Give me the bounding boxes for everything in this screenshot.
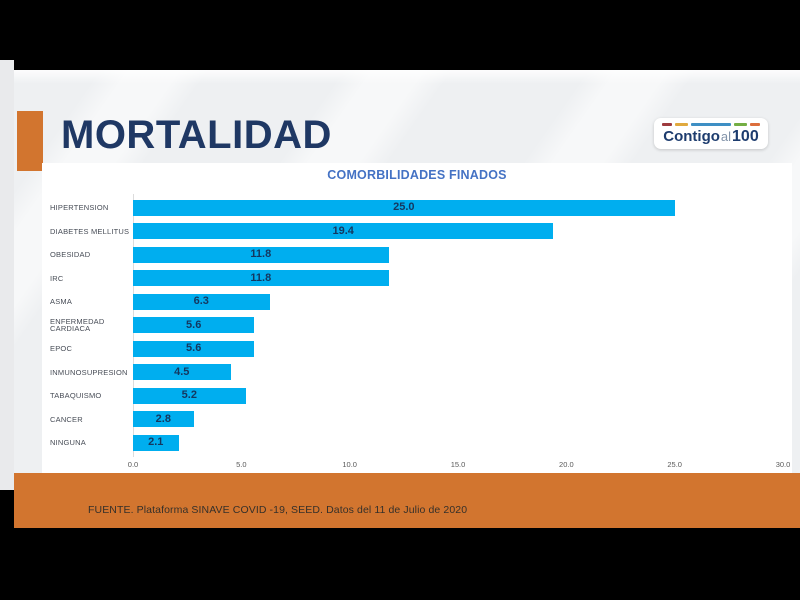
logo-dashes: [659, 123, 763, 126]
chart-rows: HIPERTENSION 25.0 DIABETES MELLITUS 19.4 OBE…: [42, 194, 792, 456]
bar-track: 2.8: [133, 411, 783, 428]
footer-band: FUENTE. Plataforma SINAVE COVID -19, SEE…: [14, 473, 800, 528]
category-label: IRC: [50, 273, 64, 283]
category-label: ENFERMEDAD CARDIACA: [50, 316, 105, 334]
bar: 5.2: [133, 387, 246, 404]
logo-dash: [734, 123, 747, 126]
value-label: 2.1: [148, 436, 164, 449]
contigo-al-100-logo: Contigoal100: [654, 118, 768, 149]
chart-panel: COMORBILIDADES FINADOS HIPERTENSION 25.0 D…: [42, 163, 792, 473]
bar-track: 4.5: [133, 364, 783, 381]
category-label: NINGUNA: [50, 438, 86, 447]
bar: 5.6: [133, 317, 255, 334]
chart-row: INMUNOSUPRESION 4.5: [42, 361, 792, 385]
x-tick-label: 0.0: [127, 459, 139, 469]
chart-row: DIABETES MELLITUS 19.4: [42, 220, 792, 244]
x-tick-label: 15.0: [450, 459, 466, 469]
logo-word-contigo: Contigo: [663, 128, 720, 145]
chart-row: NINGUNA 2.1: [42, 431, 792, 455]
value-label: 5.6: [186, 318, 202, 331]
bar: 2.1: [133, 434, 179, 451]
bar-track: 6.3: [133, 293, 783, 310]
bar-track: 2.1: [133, 434, 783, 451]
bar: 2.8: [133, 411, 194, 428]
chart-row: IRC 11.8: [42, 267, 792, 291]
value-label: 6.3: [193, 295, 209, 308]
chart-row: EPOC 5.6: [42, 337, 792, 361]
logo-dash: [750, 123, 760, 126]
bar: 19.4: [133, 223, 554, 240]
logo-word-al: al: [720, 129, 732, 144]
category-label: EPOC: [50, 344, 73, 353]
value-label: 5.6: [186, 342, 202, 355]
category-label: DIABETES MELLITUS: [50, 226, 130, 236]
bar-track: 5.2: [133, 387, 783, 404]
title-accent-bar: [17, 111, 43, 171]
bar-track: 11.8: [133, 270, 783, 287]
x-tick-label: 30.0: [775, 459, 791, 469]
logo-word-100: 100: [732, 128, 759, 145]
x-axis: 0.0 5.0 10.0 15.0 20.0 25.0 30.0: [128, 458, 791, 472]
bar-track: 19.4: [133, 223, 783, 240]
bar: 4.5: [133, 364, 231, 381]
value-label: 11.8: [250, 271, 272, 284]
source-text: FUENTE. Plataforma SINAVE COVID -19, SEE…: [88, 504, 468, 516]
logo-dash: [662, 123, 672, 126]
slide-title: MORTALIDAD: [61, 113, 332, 157]
category-label: ASMA: [50, 297, 73, 306]
x-tick-label: 20.0: [559, 459, 574, 469]
category-label: TABAQUISMO: [50, 391, 102, 400]
bar-track: 11.8: [133, 246, 783, 263]
value-label: 4.5: [174, 365, 190, 378]
chart-row: HIPERTENSION 25.0: [42, 196, 792, 220]
logo-dash: [691, 123, 731, 126]
category-label: HIPERTENSION: [50, 203, 109, 212]
value-label: 2.8: [155, 412, 171, 425]
logo-dash: [675, 123, 688, 126]
chart-title: COMORBILIDADES FINADOS: [327, 168, 507, 182]
chart-row: OBESIDAD 11.8: [42, 243, 792, 267]
category-label: OBESIDAD: [50, 250, 91, 259]
bar: 11.8: [133, 270, 389, 287]
x-tick-label: 5.0: [236, 459, 247, 469]
x-tick-label: 10.0: [342, 459, 357, 469]
value-label: 5.2: [181, 389, 197, 402]
category-label: INMUNOSUPRESION: [50, 367, 128, 377]
bar: 6.3: [133, 293, 270, 310]
chart-row: TABAQUISMO 5.2: [42, 384, 792, 408]
chart-row: CANCER 2.8: [42, 408, 792, 432]
category-label: CANCER: [50, 414, 83, 424]
chart-row: ASMA 6.3: [42, 290, 792, 314]
logo-text: Contigoal100: [659, 128, 763, 145]
slide: MORTALIDAD Contigoal100 COMORBILIDADES F…: [14, 70, 800, 528]
x-tick-label: 25.0: [667, 459, 682, 469]
chart-row: ENFERMEDAD CARDIACA 5.6: [42, 314, 792, 338]
value-label: 25.0: [393, 201, 415, 214]
bar: 25.0: [133, 199, 675, 216]
bar-track: 5.6: [133, 340, 783, 357]
bar: 11.8: [133, 246, 389, 263]
value-label: 19.4: [332, 224, 354, 237]
bar: 5.6: [133, 340, 255, 357]
value-label: 11.8: [250, 248, 272, 261]
bar-track: 25.0: [133, 199, 783, 216]
left-gutter: [0, 60, 14, 490]
bar-track: 5.6: [133, 317, 783, 334]
